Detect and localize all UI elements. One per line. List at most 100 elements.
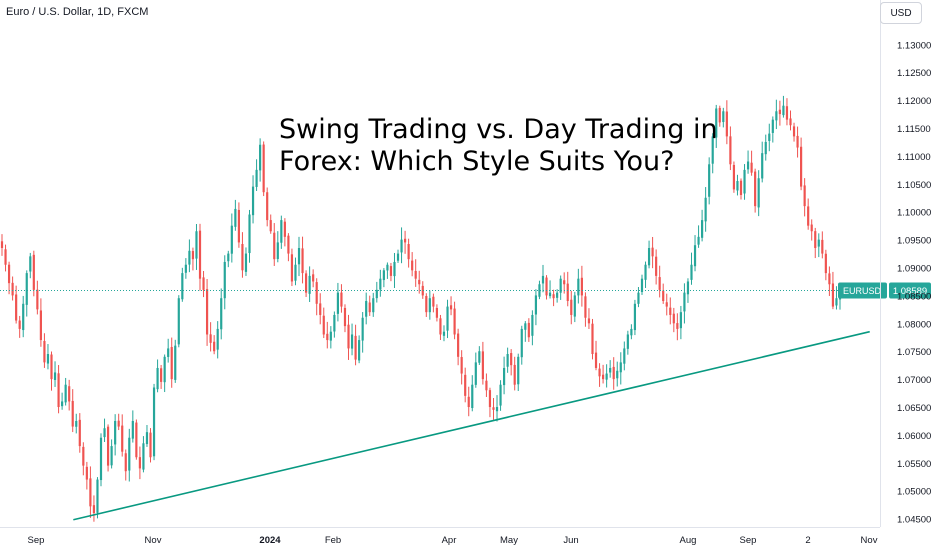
candle-body (520, 328, 523, 358)
candle-body (213, 341, 216, 352)
candle-body (807, 206, 810, 226)
candle-body (577, 278, 580, 296)
candle-body (683, 292, 686, 312)
candle-body (739, 180, 743, 195)
candle-body (350, 334, 354, 349)
candle-body (46, 354, 50, 364)
candle-body (396, 253, 400, 261)
candle-body (831, 283, 835, 307)
candle-body (506, 354, 509, 367)
candle-body (358, 340, 361, 361)
candle-body (11, 282, 14, 296)
candle-body (312, 274, 315, 282)
candle-body (467, 396, 470, 408)
candle-body (297, 247, 301, 265)
candle-body (163, 356, 166, 383)
candle-body (672, 313, 675, 324)
candle-body (782, 105, 785, 116)
candle-body (510, 353, 513, 366)
candle-body (365, 301, 368, 317)
headline-line-1: Swing Trading vs. Day Trading in (279, 114, 718, 145)
candle-body (110, 446, 113, 466)
candle-body (241, 244, 244, 271)
candle-body (725, 111, 728, 137)
candle-body (103, 428, 106, 438)
candle-body (294, 264, 297, 281)
candle-body (393, 261, 396, 277)
candle-body (676, 323, 679, 329)
candle-body (609, 367, 612, 373)
candle-body (68, 386, 71, 402)
candle-body (570, 299, 573, 315)
candle-body (15, 294, 18, 321)
candle-body (244, 253, 248, 272)
x-tick-label: Feb (325, 535, 341, 546)
candle-body (375, 289, 378, 299)
candle-body (548, 292, 552, 297)
candle-body (290, 254, 294, 282)
candle-body (403, 238, 407, 243)
currency-button[interactable]: USD (880, 2, 922, 24)
last-price-tag (889, 282, 931, 299)
candle-body (598, 368, 601, 377)
candle-body (559, 278, 562, 293)
x-tick-label: Sep (28, 535, 45, 546)
candle-body (647, 247, 651, 266)
symbol-price-tag (838, 282, 887, 299)
candle-body (580, 277, 583, 296)
candle-body (25, 273, 28, 305)
y-tick-label: 1.07000 (897, 375, 931, 386)
candle-body (432, 296, 435, 307)
candle-body (184, 264, 187, 273)
candle-body (623, 348, 626, 364)
candles-layer (0, 95, 842, 522)
candle-body (340, 292, 343, 307)
candle-body (121, 425, 124, 452)
candle-body (191, 251, 195, 260)
candle-body (616, 370, 619, 379)
symbol-tag-label: EURUSD (843, 286, 882, 296)
candle-body (761, 153, 764, 179)
candle-body (428, 298, 431, 313)
candle-body (248, 214, 251, 254)
candle-body (662, 290, 665, 302)
candle-body (343, 307, 347, 327)
candle-body (50, 354, 53, 380)
candle-body (785, 106, 789, 120)
candle-body (333, 314, 336, 332)
x-tick-label: May (500, 535, 518, 546)
candle-body (174, 345, 177, 380)
candle-body (810, 224, 813, 232)
candle-body (715, 108, 718, 138)
candle-body (545, 277, 548, 296)
candle-body (407, 244, 410, 260)
candle-body (492, 407, 495, 410)
candle-body (276, 242, 279, 259)
candle-body (556, 292, 559, 298)
candle-body (771, 119, 774, 133)
candle-body (128, 437, 131, 471)
candle-body (71, 400, 74, 427)
candle-body (75, 420, 78, 427)
y-tick-label: 1.12000 (897, 96, 931, 107)
candle-body (160, 368, 163, 382)
symbol-info[interactable]: Euro / U.S. Dollar, 1D, FXCM (6, 6, 149, 18)
candle-body (637, 292, 640, 304)
candle-body (764, 141, 767, 155)
candle-body (216, 328, 219, 350)
candle-body (149, 432, 152, 458)
candle-body (612, 366, 615, 380)
candle-body (471, 384, 474, 409)
candle-body (202, 277, 205, 290)
candle-body (541, 275, 545, 284)
candle-body (711, 136, 714, 164)
candle-body (124, 453, 127, 472)
candle-body (64, 384, 67, 403)
candle-body (156, 367, 159, 390)
support-trendline[interactable] (73, 330, 870, 521)
candle-body (658, 277, 661, 290)
x-tick-label: Nov (145, 535, 162, 546)
